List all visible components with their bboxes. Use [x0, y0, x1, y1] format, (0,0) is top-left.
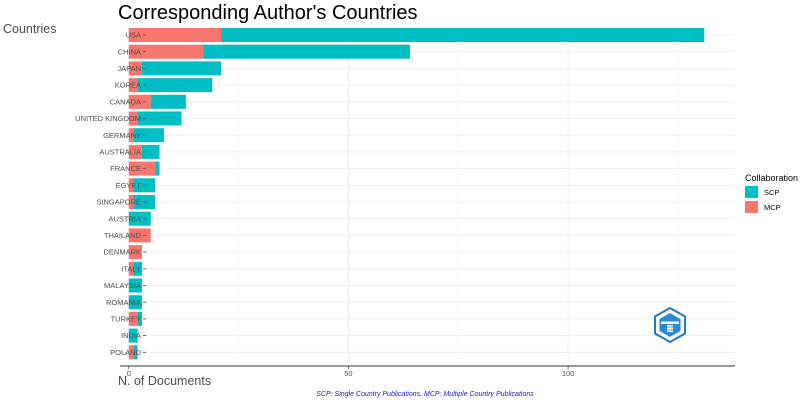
bar-scp: [133, 261, 142, 276]
y-tick-label: THAILAND: [104, 231, 142, 240]
y-tick-label: KOREA: [115, 81, 141, 90]
legend-swatch-mcp: [745, 201, 758, 213]
legend-label-scp: SCP: [764, 188, 779, 197]
bar-scp: [128, 295, 142, 310]
bar-mcp: [128, 61, 142, 76]
bar-scp: [221, 28, 705, 42]
y-tick-label: UNITED KINGDOM: [75, 114, 141, 123]
bar-mcp: [128, 28, 222, 42]
legend-label-mcp: MCP: [764, 203, 781, 212]
y-tick-label: USA: [126, 31, 141, 40]
y-tick-label: POLAND: [110, 348, 141, 357]
y-tick-label: ROMANIA: [106, 298, 141, 307]
bar-mcp: [128, 245, 142, 260]
y-tick-label: EGYPT: [116, 181, 142, 190]
bar-scp: [128, 278, 142, 293]
legend-title: Collaboration: [745, 173, 798, 183]
bar-scp: [141, 144, 160, 159]
bar-mcp: [128, 94, 151, 109]
bar-mcp: [128, 161, 156, 176]
bar-scp: [203, 44, 410, 59]
bar-mcp: [128, 178, 134, 193]
logo-icon: [654, 306, 686, 344]
y-tick-label: MALAYSIA: [104, 281, 141, 290]
y-axis-title: Countries: [3, 22, 57, 36]
x-tick-label: 100: [562, 369, 575, 378]
y-tick-label: AUSTRALIA: [99, 148, 141, 157]
bar-scp: [137, 311, 142, 326]
bar-scp: [137, 78, 213, 93]
bar-mcp: [128, 111, 138, 126]
bar-mcp: [128, 261, 134, 276]
y-tick-label: CANADA: [110, 97, 141, 106]
bar-mcp: [128, 78, 138, 93]
bar-scp: [128, 328, 138, 343]
bar-scp: [141, 61, 222, 76]
y-tick-label: CHINA: [118, 47, 141, 56]
bar-scp: [133, 128, 164, 143]
y-tick-label: AUSTRIA: [108, 214, 141, 223]
y-tick-label: INDIA: [121, 331, 141, 340]
y-tick-label: GERMANY: [103, 131, 141, 140]
bar-scp: [133, 345, 138, 360]
gridlines: [120, 27, 735, 361]
x-tick-label: 50: [344, 369, 352, 378]
bars: [128, 28, 705, 360]
bar-mcp: [128, 311, 138, 326]
x-axis-title: N. of Documents: [118, 374, 211, 388]
legend: Collaboration SCP MCP: [745, 173, 798, 213]
y-tick-label: DENMARK: [103, 248, 141, 257]
bar-mcp: [128, 195, 134, 209]
y-tick-label: FRANCE: [110, 164, 141, 173]
chart-title: Corresponding Author's Countries: [118, 2, 418, 24]
chart-caption: SCP: Single Country Publications, MCP: M…: [316, 391, 534, 398]
bar-scp: [128, 211, 151, 226]
y-tick-label: ITALY: [121, 264, 141, 273]
bar-mcp: [128, 44, 204, 59]
bar-mcp: [128, 228, 151, 243]
bar-mcp: [128, 128, 134, 143]
y-axis-ticks: USA CHINA JAPAN KOREA CANADA UNITED KINGDOM GE…: [75, 31, 146, 357]
legend-swatch-scp: [745, 186, 758, 198]
y-tick-label: JAPAN: [117, 64, 141, 73]
bar-mcp: [128, 144, 142, 159]
bar-scp: [150, 94, 186, 109]
bar-scp: [155, 161, 160, 176]
y-tick-label: SINGAPORE: [96, 198, 141, 207]
x-tick-label: 0: [127, 369, 131, 378]
bar-mcp: [128, 345, 134, 360]
bar-scp: [137, 111, 182, 126]
y-tick-label: TURKEY: [111, 315, 141, 324]
